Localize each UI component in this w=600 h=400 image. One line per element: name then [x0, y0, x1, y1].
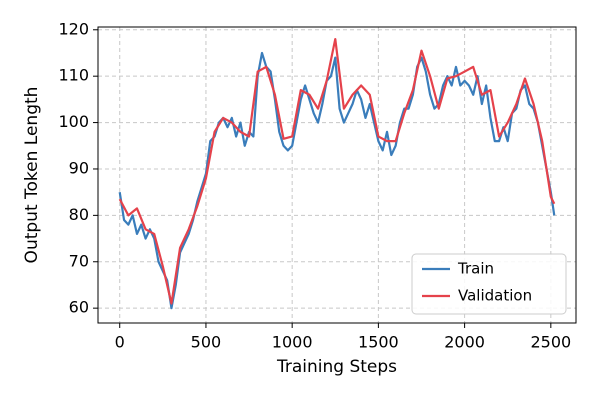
x-tick-label: 2500 — [530, 333, 571, 352]
y-tick-label: 100 — [58, 112, 89, 131]
line-series — [118, 37, 556, 305]
x-tick-label: 0 — [115, 333, 125, 352]
y-tick-label: 110 — [58, 66, 89, 85]
legend-label: Train — [457, 260, 494, 278]
y-tick-label: 90 — [69, 158, 89, 177]
legend-box — [411, 253, 567, 315]
y-tick-label: 120 — [58, 19, 89, 38]
plot-frame — [97, 26, 577, 324]
y-tick-label: 60 — [69, 298, 89, 317]
y-tick-label: 70 — [69, 251, 89, 270]
x-tick-label: 2000 — [444, 333, 485, 352]
x-axis-label: Training Steps — [276, 357, 397, 377]
y-axis-label: Output Token Length — [22, 87, 42, 264]
y-tick-label: 80 — [69, 205, 89, 224]
x-tick-label: 500 — [191, 333, 222, 352]
x-tick-label: 1000 — [272, 333, 313, 352]
legend-label: Validation — [458, 287, 532, 305]
x-tick-label: 1500 — [358, 333, 399, 352]
